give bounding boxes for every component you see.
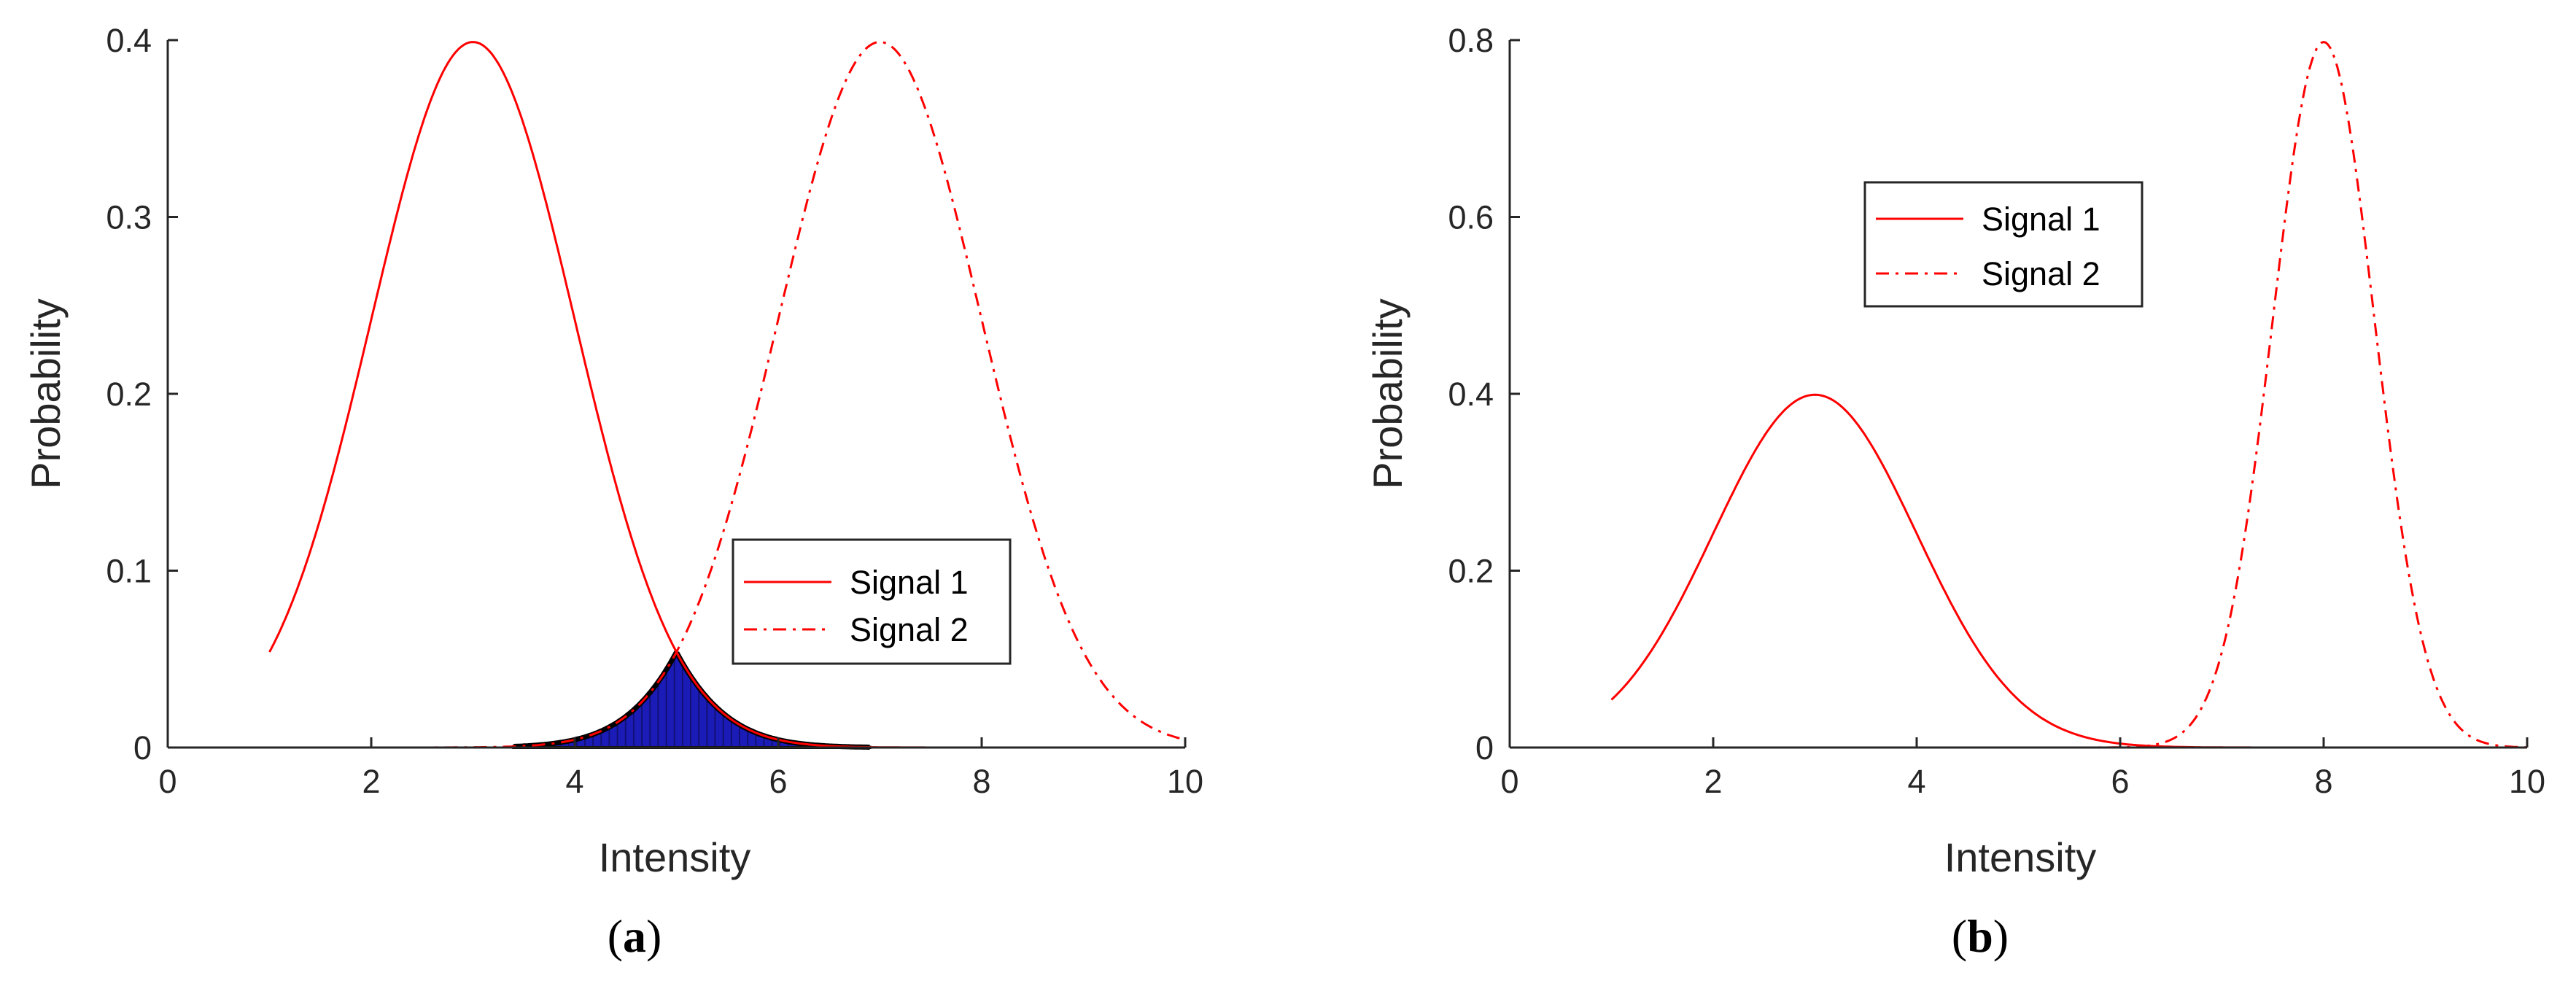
panel-a-label: a bbox=[623, 910, 646, 962]
panel-b-legend: Signal 1 Signal 2 bbox=[1863, 181, 2144, 308]
x-tick-label: 2 bbox=[1704, 763, 1722, 800]
series-line-2 bbox=[269, 41, 1186, 749]
panel-b-caption: (b) bbox=[1952, 910, 2009, 962]
x-tick-label: 4 bbox=[565, 763, 583, 800]
panel-b-x-axis-label: Intensity bbox=[1944, 834, 2097, 880]
x-tick-label: 10 bbox=[1167, 763, 1203, 800]
panel-a-x-axis-label: Intensity bbox=[599, 834, 751, 880]
series-line-1 bbox=[268, 41, 1185, 749]
panel-a-axes: 0 2 4 6 8 10 0 0.1 0.2 0.3 0.4 bbox=[106, 22, 1203, 800]
x-tick-label: 8 bbox=[2314, 763, 2332, 800]
legend-entry: Signal 2 bbox=[1982, 255, 2100, 292]
x-tick-label: 2 bbox=[362, 763, 380, 800]
y-tick-label: 0.4 bbox=[1448, 376, 1494, 413]
legend-entry: Signal 1 bbox=[850, 564, 969, 601]
y-tick-label: 0 bbox=[133, 729, 152, 766]
y-tick-label: 0 bbox=[1475, 729, 1494, 766]
panel-b-plot-marks bbox=[1610, 41, 2528, 749]
x-tick-label: 0 bbox=[1500, 763, 1518, 800]
y-tick-label: 0.3 bbox=[106, 199, 152, 236]
y-tick-label: 0.4 bbox=[106, 22, 152, 59]
y-tick-label: 0.1 bbox=[106, 553, 152, 590]
panel-a-plot-marks bbox=[268, 41, 1186, 750]
series-line-2 bbox=[1611, 41, 2528, 749]
x-tick-label: 0 bbox=[158, 763, 176, 800]
panel-a-caption: (a) bbox=[608, 910, 662, 962]
panel-a-y-axis-label: Probability bbox=[23, 298, 69, 489]
y-tick-label: 0.2 bbox=[1448, 553, 1494, 590]
panel-b-label: b bbox=[1967, 910, 1993, 962]
panel-a: 0 2 4 6 8 10 0 0.1 0.2 0.3 0.4 Intensity Probabili… bbox=[23, 22, 1203, 962]
y-tick-label: 0.2 bbox=[106, 376, 152, 413]
x-tick-label: 6 bbox=[2111, 763, 2129, 800]
y-tick-label: 0.8 bbox=[1448, 22, 1494, 59]
x-tick-label: 8 bbox=[972, 763, 990, 800]
panel-b: 0 2 4 6 8 10 0 0.2 0.4 0.6 0.8 Intensity Probabili… bbox=[1365, 22, 2545, 962]
y-tick-label: 0.6 bbox=[1448, 199, 1494, 236]
legend-entry: Signal 1 bbox=[1982, 201, 2100, 238]
panel-a-legend: Signal 1 Signal 2 bbox=[732, 538, 1012, 665]
x-tick-label: 6 bbox=[769, 763, 787, 800]
panel-b-y-axis-label: Probability bbox=[1365, 298, 1411, 489]
x-tick-label: 10 bbox=[2509, 763, 2545, 800]
overlap-shaded-area bbox=[512, 651, 872, 749]
panel-b-axes: 0 2 4 6 8 10 0 0.2 0.4 0.6 0.8 bbox=[1448, 22, 2545, 800]
legend-entry: Signal 2 bbox=[850, 611, 969, 648]
x-tick-label: 4 bbox=[1907, 763, 1925, 800]
